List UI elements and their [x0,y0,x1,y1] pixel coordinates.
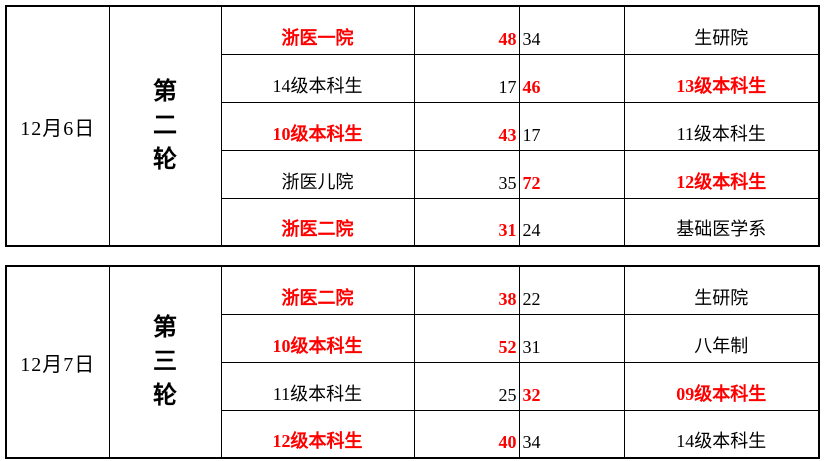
date-cell: 12月6日 [5,5,110,247]
away-score-cell: 34 [518,5,625,55]
match-row: 10级本科生 52 31 八年制 [6,313,820,363]
away-score-cell: 17 [518,101,625,151]
match-row: 11级本科生 25 32 09级本科生 [6,361,820,411]
match-row: 12月7日 第三轮 浙医二院 38 22 生研院 [5,265,820,459]
round-label: 第三轮 [153,314,177,409]
match-row: 浙医儿院 35 72 12级本科生 [6,149,820,199]
home-score-cell: 25 [413,361,520,411]
round-label: 第二轮 [153,78,177,173]
round-cell: 第三轮 [108,265,222,459]
home-score-cell: 52 [413,313,520,363]
home-team-cell: 11级本科生 [220,361,415,411]
away-team-cell: 12级本科生 [623,149,820,199]
away-score-cell: 34 [518,409,625,459]
home-team-cell: 浙医儿院 [220,149,415,199]
date-cell: 12月7日 [5,265,110,459]
away-team-cell: 09级本科生 [623,361,820,411]
away-team-cell: 八年制 [623,313,820,363]
home-team-cell: 浙医一院 [220,5,415,55]
away-score-cell: 24 [518,197,625,247]
away-score-cell: 31 [518,313,625,363]
away-team-cell: 基础医学系 [623,197,820,247]
home-score-cell: 48 [413,5,520,55]
away-score-cell: 32 [518,361,625,411]
away-team-cell: 14级本科生 [623,409,820,459]
match-row: 12级本科生 40 34 14级本科生 [6,409,820,459]
away-team-cell: 生研院 [623,5,820,55]
match-row: 14级本科生 17 46 13级本科生 [6,53,820,103]
home-team-cell: 14级本科生 [220,53,415,103]
match-row: 10级本科生 43 17 11级本科生 [6,101,820,151]
home-score-cell: 38 [413,265,520,315]
home-team-cell: 浙医二院 [220,265,415,315]
home-score-cell: 35 [413,149,520,199]
home-score-cell: 31 [413,197,520,247]
home-team-cell: 浙医二院 [220,197,415,247]
home-team-cell: 12级本科生 [220,409,415,459]
home-score-cell: 43 [413,101,520,151]
match-row: 浙医二院 31 24 基础医学系 [6,197,820,247]
round-table: 12月7日 第三轮 浙医二院 38 22 生研院 10级本科生 52 31 八年制 11级本科生 25… [5,265,820,459]
home-score-cell: 17 [413,53,520,103]
round-cell: 第二轮 [108,5,222,247]
away-score-cell: 22 [518,265,625,315]
away-score-cell: 72 [518,149,625,199]
away-team-cell: 11级本科生 [623,101,820,151]
match-schedule: 12月6日 第二轮 浙医一院 48 34 生研院 14级本科生 17 46 13级本科生 10级本科… [5,5,820,459]
away-team-cell: 生研院 [623,265,820,315]
match-row: 12月6日 第二轮 浙医一院 48 34 生研院 [5,5,820,247]
home-score-cell: 40 [413,409,520,459]
round-table: 12月6日 第二轮 浙医一院 48 34 生研院 14级本科生 17 46 13级本科生 10级本科… [5,5,820,247]
home-team-cell: 10级本科生 [220,101,415,151]
away-team-cell: 13级本科生 [623,53,820,103]
away-score-cell: 46 [518,53,625,103]
home-team-cell: 10级本科生 [220,313,415,363]
